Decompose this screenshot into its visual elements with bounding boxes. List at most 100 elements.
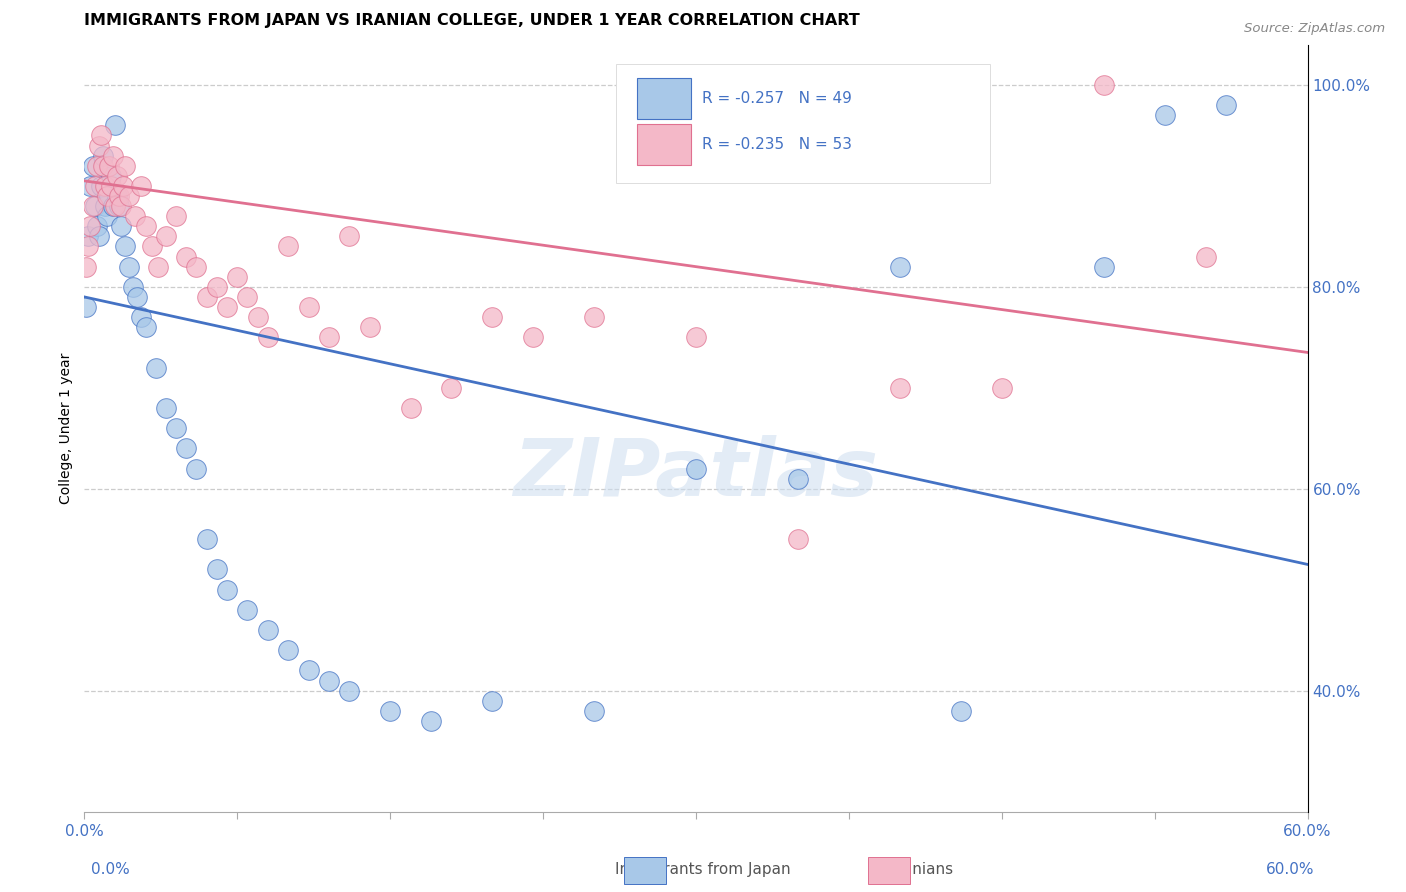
Point — [83, 178, 105, 193]
Point — [86, 159, 108, 173]
Point — [93, 199, 115, 213]
Text: Iranians: Iranians — [893, 863, 953, 877]
Point — [685, 330, 707, 344]
Point — [101, 199, 124, 213]
Point — [91, 148, 114, 162]
Text: Source: ZipAtlas.com: Source: ZipAtlas.com — [1244, 22, 1385, 36]
Point — [146, 260, 169, 274]
Point — [82, 159, 104, 173]
Point — [90, 178, 112, 193]
Point — [257, 330, 280, 344]
Text: Immigrants from Japan: Immigrants from Japan — [616, 863, 790, 877]
Point — [174, 442, 197, 456]
Point — [87, 229, 110, 244]
Point — [522, 330, 544, 344]
Point — [195, 290, 218, 304]
Point — [131, 310, 153, 325]
Point — [155, 229, 177, 244]
Point — [110, 199, 132, 213]
Point — [135, 320, 157, 334]
Text: R = -0.257   N = 49: R = -0.257 N = 49 — [702, 91, 852, 106]
Point — [90, 128, 112, 143]
Point — [114, 239, 136, 253]
Point — [77, 239, 100, 253]
Point — [122, 280, 145, 294]
Point — [82, 199, 104, 213]
Point — [112, 178, 135, 193]
Y-axis label: College, Under 1 year: College, Under 1 year — [59, 352, 73, 504]
Point — [420, 714, 443, 728]
Point — [1215, 98, 1237, 112]
Point — [155, 401, 177, 415]
Point — [339, 229, 361, 244]
Point — [114, 159, 136, 173]
Point — [991, 381, 1014, 395]
Point — [1092, 260, 1115, 274]
Point — [359, 320, 381, 334]
Point — [100, 178, 122, 193]
Point — [105, 169, 128, 183]
Point — [108, 189, 131, 203]
Point — [135, 219, 157, 234]
Point — [91, 159, 114, 173]
Point — [86, 219, 108, 234]
Point — [165, 421, 187, 435]
Point — [440, 381, 463, 395]
Point — [481, 694, 503, 708]
Point — [787, 532, 810, 546]
Point — [583, 704, 606, 718]
Point — [298, 300, 321, 314]
Point — [100, 169, 122, 183]
Point — [195, 532, 218, 546]
Point — [217, 582, 239, 597]
Text: 0.0%: 0.0% — [91, 863, 131, 877]
Point — [145, 360, 167, 375]
Point — [79, 178, 101, 193]
Point — [950, 704, 973, 718]
Point — [174, 250, 197, 264]
Point — [96, 189, 118, 203]
Point — [105, 189, 128, 203]
FancyBboxPatch shape — [637, 78, 692, 119]
Point — [104, 199, 127, 213]
Text: ZIPatlas: ZIPatlas — [513, 435, 879, 513]
Point — [83, 199, 105, 213]
Point — [205, 562, 228, 576]
Point — [165, 209, 187, 223]
Point — [118, 189, 141, 203]
Point — [127, 290, 149, 304]
Point — [685, 461, 707, 475]
Point — [277, 239, 299, 253]
Point — [226, 269, 249, 284]
Point — [318, 330, 340, 344]
Point — [97, 189, 120, 203]
Text: R = -0.235   N = 53: R = -0.235 N = 53 — [702, 136, 852, 152]
FancyBboxPatch shape — [637, 124, 692, 165]
Point — [380, 704, 402, 718]
Point — [1154, 108, 1177, 122]
Point — [87, 138, 110, 153]
Point — [131, 178, 153, 193]
Point — [104, 119, 127, 133]
Point — [124, 209, 146, 223]
Point — [236, 603, 259, 617]
Point — [339, 683, 361, 698]
Point — [787, 472, 810, 486]
Point — [318, 673, 340, 688]
Point — [298, 664, 321, 678]
Point — [118, 260, 141, 274]
Point — [96, 209, 118, 223]
Point — [246, 310, 269, 325]
Point — [481, 310, 503, 325]
Point — [1195, 250, 1218, 264]
Point — [93, 178, 115, 193]
Point — [108, 199, 131, 213]
Point — [217, 300, 239, 314]
Point — [141, 239, 163, 253]
Point — [101, 148, 124, 162]
Point — [205, 280, 228, 294]
Point — [1092, 78, 1115, 92]
Point — [186, 461, 208, 475]
Point — [399, 401, 422, 415]
Point — [236, 290, 259, 304]
